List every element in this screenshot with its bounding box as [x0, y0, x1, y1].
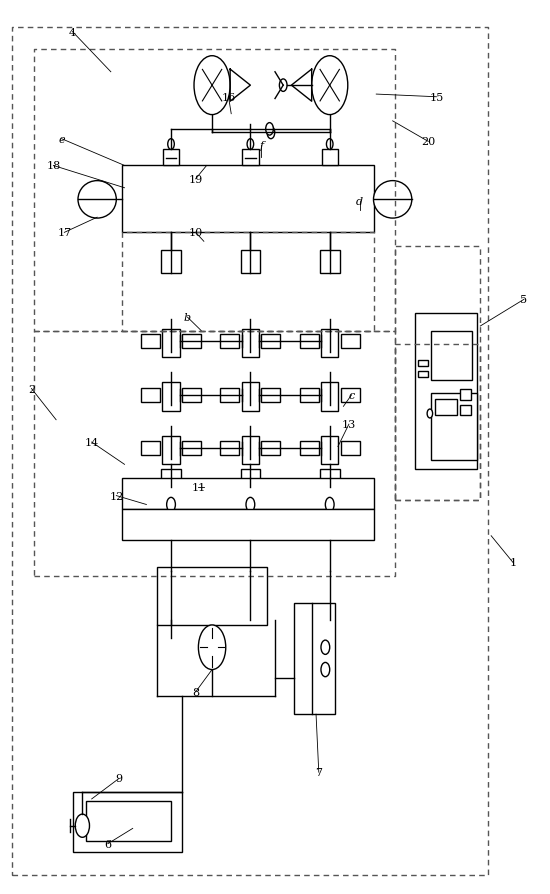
Bar [122, 510, 373, 541]
Bar [340, 334, 360, 349]
Circle shape [326, 498, 334, 512]
Bar [157, 568, 267, 625]
Bar [122, 478, 373, 510]
Bar [241, 436, 259, 465]
Bar [242, 150, 258, 166]
Circle shape [321, 640, 329, 654]
Text: d: d [356, 197, 364, 207]
Bar [300, 334, 319, 349]
Text: b: b [184, 313, 191, 323]
Bar [221, 388, 239, 402]
Bar [182, 442, 201, 456]
Text: 5: 5 [520, 295, 527, 305]
Circle shape [267, 127, 275, 139]
Circle shape [194, 56, 230, 115]
Circle shape [279, 80, 287, 92]
Bar [320, 469, 339, 487]
Text: 11: 11 [191, 482, 206, 492]
Bar [240, 469, 260, 487]
Bar [73, 792, 182, 853]
Bar [419, 360, 428, 367]
Circle shape [247, 139, 254, 150]
Text: 9: 9 [116, 773, 123, 783]
Bar [161, 251, 181, 274]
Bar [261, 334, 280, 349]
Circle shape [321, 662, 329, 677]
Bar [321, 383, 338, 411]
Text: 10: 10 [189, 228, 203, 238]
Circle shape [327, 139, 333, 150]
Bar [322, 150, 338, 166]
Bar [182, 388, 201, 402]
Text: 15: 15 [430, 93, 443, 103]
Text: 2: 2 [28, 384, 35, 394]
Text: 14: 14 [85, 437, 99, 448]
Bar [261, 388, 280, 402]
Bar [162, 436, 180, 465]
Circle shape [199, 625, 225, 670]
Circle shape [312, 56, 348, 115]
Text: 6: 6 [104, 839, 112, 848]
Ellipse shape [78, 181, 116, 219]
Text: 12: 12 [109, 491, 123, 501]
Text: 7: 7 [315, 767, 322, 777]
Circle shape [75, 814, 90, 838]
Bar [241, 383, 259, 411]
Bar [321, 436, 338, 465]
Bar [141, 442, 160, 456]
Text: c: c [349, 391, 355, 401]
Bar [241, 329, 259, 358]
Bar [141, 334, 160, 349]
Bar [436, 400, 457, 416]
Ellipse shape [373, 181, 412, 219]
Circle shape [168, 139, 174, 150]
Bar [122, 166, 373, 233]
Bar [182, 334, 201, 349]
Text: f: f [259, 140, 263, 151]
Bar [86, 801, 171, 841]
Bar [340, 388, 360, 402]
Bar [460, 405, 471, 416]
Circle shape [167, 498, 175, 512]
Text: 1: 1 [509, 558, 516, 568]
Bar [161, 469, 181, 487]
Bar [320, 251, 339, 274]
Bar [261, 442, 280, 456]
Bar [162, 383, 180, 411]
Text: 13: 13 [342, 419, 356, 430]
Text: 17: 17 [57, 228, 72, 238]
Bar [431, 393, 477, 460]
Text: 20: 20 [421, 137, 436, 148]
Text: 4: 4 [69, 28, 76, 38]
Bar [431, 331, 472, 380]
Bar [415, 313, 477, 469]
Bar [141, 388, 160, 402]
Bar [460, 390, 471, 401]
Bar [340, 442, 360, 456]
Bar [163, 150, 179, 166]
Bar [300, 442, 319, 456]
Bar [419, 371, 428, 377]
Text: 18: 18 [46, 161, 60, 172]
Circle shape [427, 409, 433, 418]
Text: e: e [58, 134, 65, 145]
Bar [221, 442, 239, 456]
Circle shape [266, 123, 273, 136]
Text: 8: 8 [192, 687, 199, 697]
Bar [240, 251, 260, 274]
Bar [300, 388, 319, 402]
Circle shape [246, 498, 255, 512]
Bar [221, 334, 239, 349]
Text: 19: 19 [189, 174, 203, 185]
Text: 16: 16 [221, 93, 235, 103]
Bar [321, 329, 338, 358]
Bar [294, 603, 335, 714]
Bar [162, 329, 180, 358]
